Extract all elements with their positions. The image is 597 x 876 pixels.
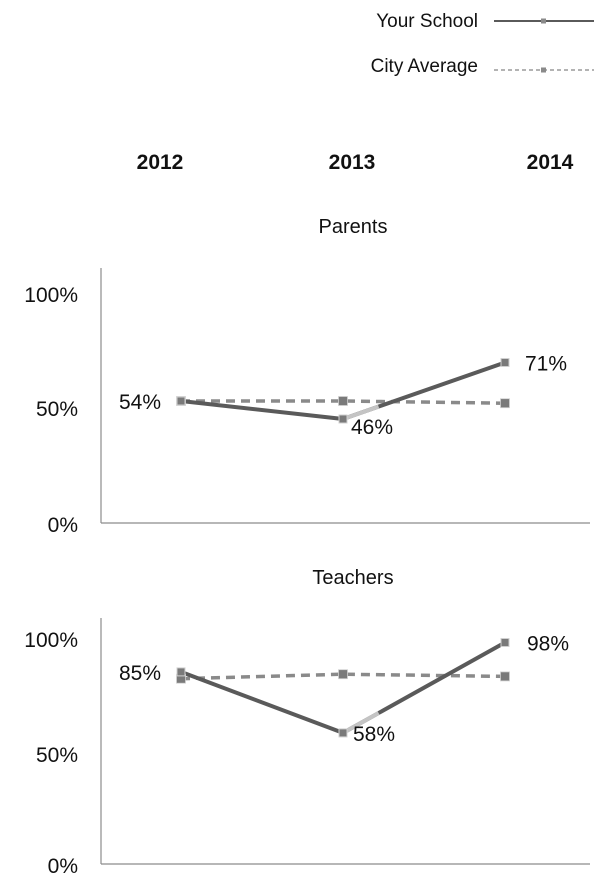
year-header-2012: 2012 [137,151,184,174]
chart-title-teachers: Teachers [312,567,393,589]
series-layer: 54% 46% 71% [119,353,567,440]
year-header-2013: 2013 [329,151,376,174]
legend-marker-city-average [541,67,546,73]
legend-label-city-average: City Average [371,56,478,77]
data-label-your-school: 98% [527,633,569,656]
series-line-city-average [181,399,506,405]
legend-marker-your-school [541,18,546,24]
data-point-city-average [500,398,510,409]
legend-label-your-school: Your School [376,11,478,32]
series-line-city-average [180,672,506,681]
y-tick-label: 50% [36,398,78,421]
chart-panel-parents: Parents 100% 50% 0% 54% 46% 71% [24,216,590,537]
data-point-your-school [500,358,510,367]
data-point-your-school [500,638,510,647]
legend: Your School City Average [371,11,594,77]
data-point-city-average [500,671,510,682]
data-point-your-school [338,728,348,738]
y-tick-label: 50% [36,744,78,767]
data-point-city-average [338,396,348,406]
data-point-your-school [176,667,186,677]
data-label-your-school: 46% [351,416,393,439]
y-tick-label: 100% [24,284,78,307]
data-label-your-school: 58% [353,723,395,746]
series-line-your-school [180,640,506,735]
data-label-your-school: 71% [525,353,567,376]
data-label-your-school: 54% [119,391,161,414]
series-line-highlight-segment [342,404,380,421]
year-headers: 2012 2013 2014 [137,151,574,174]
y-tick-label: 100% [24,629,78,652]
series-layer: 85% 58% 98% [119,633,569,746]
data-point-your-school [176,396,186,406]
chart-panel-teachers: Teachers 100% 50% 0% 85% 58% 98% [24,567,590,876]
series-line-your-school [180,360,506,421]
y-tick-label: 0% [48,855,78,876]
series-line-highlight-segment [342,711,380,735]
year-header-2014: 2014 [527,151,574,174]
data-point-city-average [338,669,348,680]
data-label-your-school: 85% [119,662,161,685]
chart-title-parents: Parents [319,216,388,238]
data-point-your-school [338,414,348,424]
y-tick-label: 0% [48,514,78,537]
